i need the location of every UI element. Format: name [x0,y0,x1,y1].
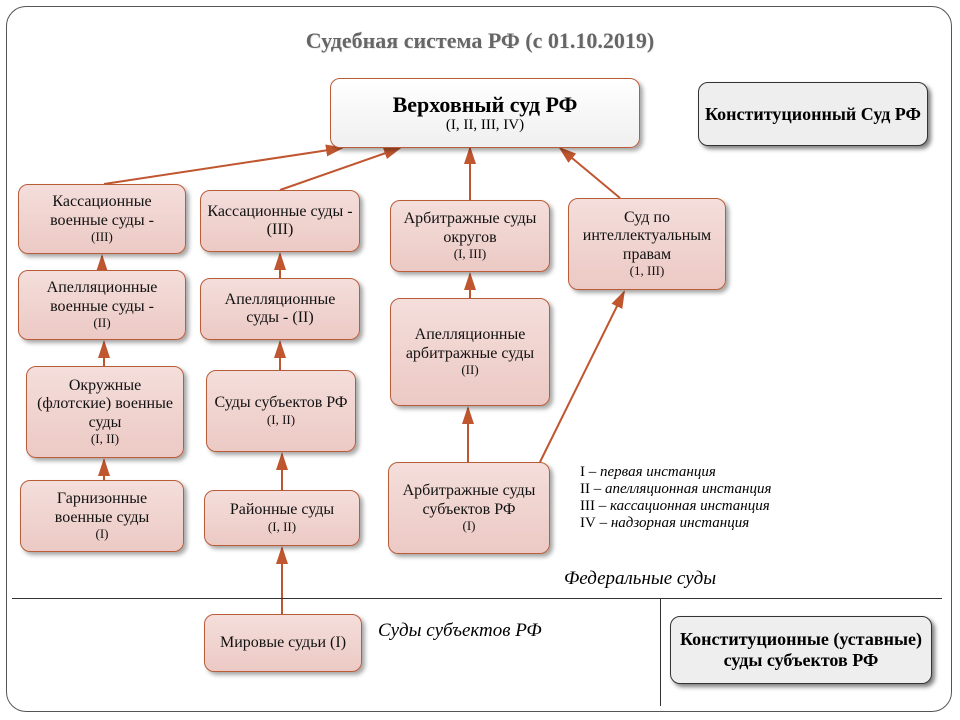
node-arb_okrug: Арбитражные суды округов(I, III) [390,200,550,272]
node-label: Мировые судьи (I) [220,634,346,652]
node-appel_military: Апелляционные военные суды -(II) [18,270,186,340]
node-sublabel: (1, III) [630,264,665,279]
node-label: Апелляционные военные суды - [25,279,179,316]
node-sublabel: (I) [96,527,109,542]
node-sublabel: (I, II) [267,413,295,428]
node-sublabel: (I, II) [91,432,119,447]
node-sublabel: (I, II) [268,520,296,535]
divider-horizontal [12,598,942,599]
node-cass_military: Кассационные военные суды -(III) [18,184,186,254]
node-label: Арбитражные суды субъектов РФ [395,482,543,519]
node-label: Кассационные военные суды - [25,193,179,230]
node-garrison: Гарнизонные военные суды(I) [20,480,184,552]
node-const_rf: Конституционный Суд РФ [698,82,928,146]
node-label: Верховный суд РФ [393,92,578,117]
node-mirov: Мировые судьи (I) [204,614,362,672]
legend-line: III – кассационная инстанция [580,498,771,515]
node-label: Апелляционные суды - (II) [207,291,353,328]
node-subj_courts: Суды субъектов РФ(I, II) [206,370,356,452]
node-appel_arb: Апелляционные арбитражные суды(II) [390,298,550,406]
node-label: Суд по интеллектуальным правам [575,209,719,264]
node-ip_court: Суд по интеллектуальным правам(1, III) [568,198,726,290]
node-district: Районные суды(I, II) [204,490,360,546]
legend-line: IV – надзорная инстанция [580,515,771,532]
node-label: Конституционные (уставные) суды субъекто… [677,629,925,670]
node-label: Конституционный Суд РФ [705,104,921,125]
node-arb_subj: Арбитражные суды субъектов РФ(I) [388,462,550,554]
node-label: Гарнизонные военные суды [27,490,177,527]
node-sublabel: (I, III) [454,247,486,262]
node-cass_courts: Кассационные суды - (III) [200,190,360,252]
node-label: Суды субъектов РФ [214,394,347,412]
node-const_subj: Конституционные (уставные) суды субъекто… [670,616,932,684]
node-sublabel: (I, II, III, IV) [446,117,524,134]
node-sublabel: (II) [93,316,110,331]
node-sublabel: (III) [91,230,113,245]
node-okrug_military: Окружные (флотские) военные суды(I, II) [26,366,184,458]
node-sublabel: (II) [461,363,478,378]
node-label: Арбитражные суды округов [397,210,543,247]
legend: I – первая инстанцияII – апелляционная и… [580,464,771,532]
node-label: Районные суды [230,501,334,519]
node-appel_courts: Апелляционные суды - (II) [200,278,360,340]
node-label: Кассационные суды - (III) [207,203,353,240]
node-supreme: Верховный суд РФ(I, II, III, IV) [330,78,640,148]
label-federal-courts: Федеральные суды [564,568,716,590]
divider-vertical [660,598,661,706]
legend-line: I – первая инстанция [580,464,771,481]
label-subject-courts: Суды субъектов РФ [378,620,542,642]
legend-line: II – апелляционная инстанция [580,481,771,498]
node-label: Окружные (флотские) военные суды [33,377,177,432]
node-label: Апелляционные арбитражные суды [397,326,543,363]
node-sublabel: (I) [463,519,476,534]
diagram-title: Судебная система РФ (с 01.10.2019) [0,28,960,54]
